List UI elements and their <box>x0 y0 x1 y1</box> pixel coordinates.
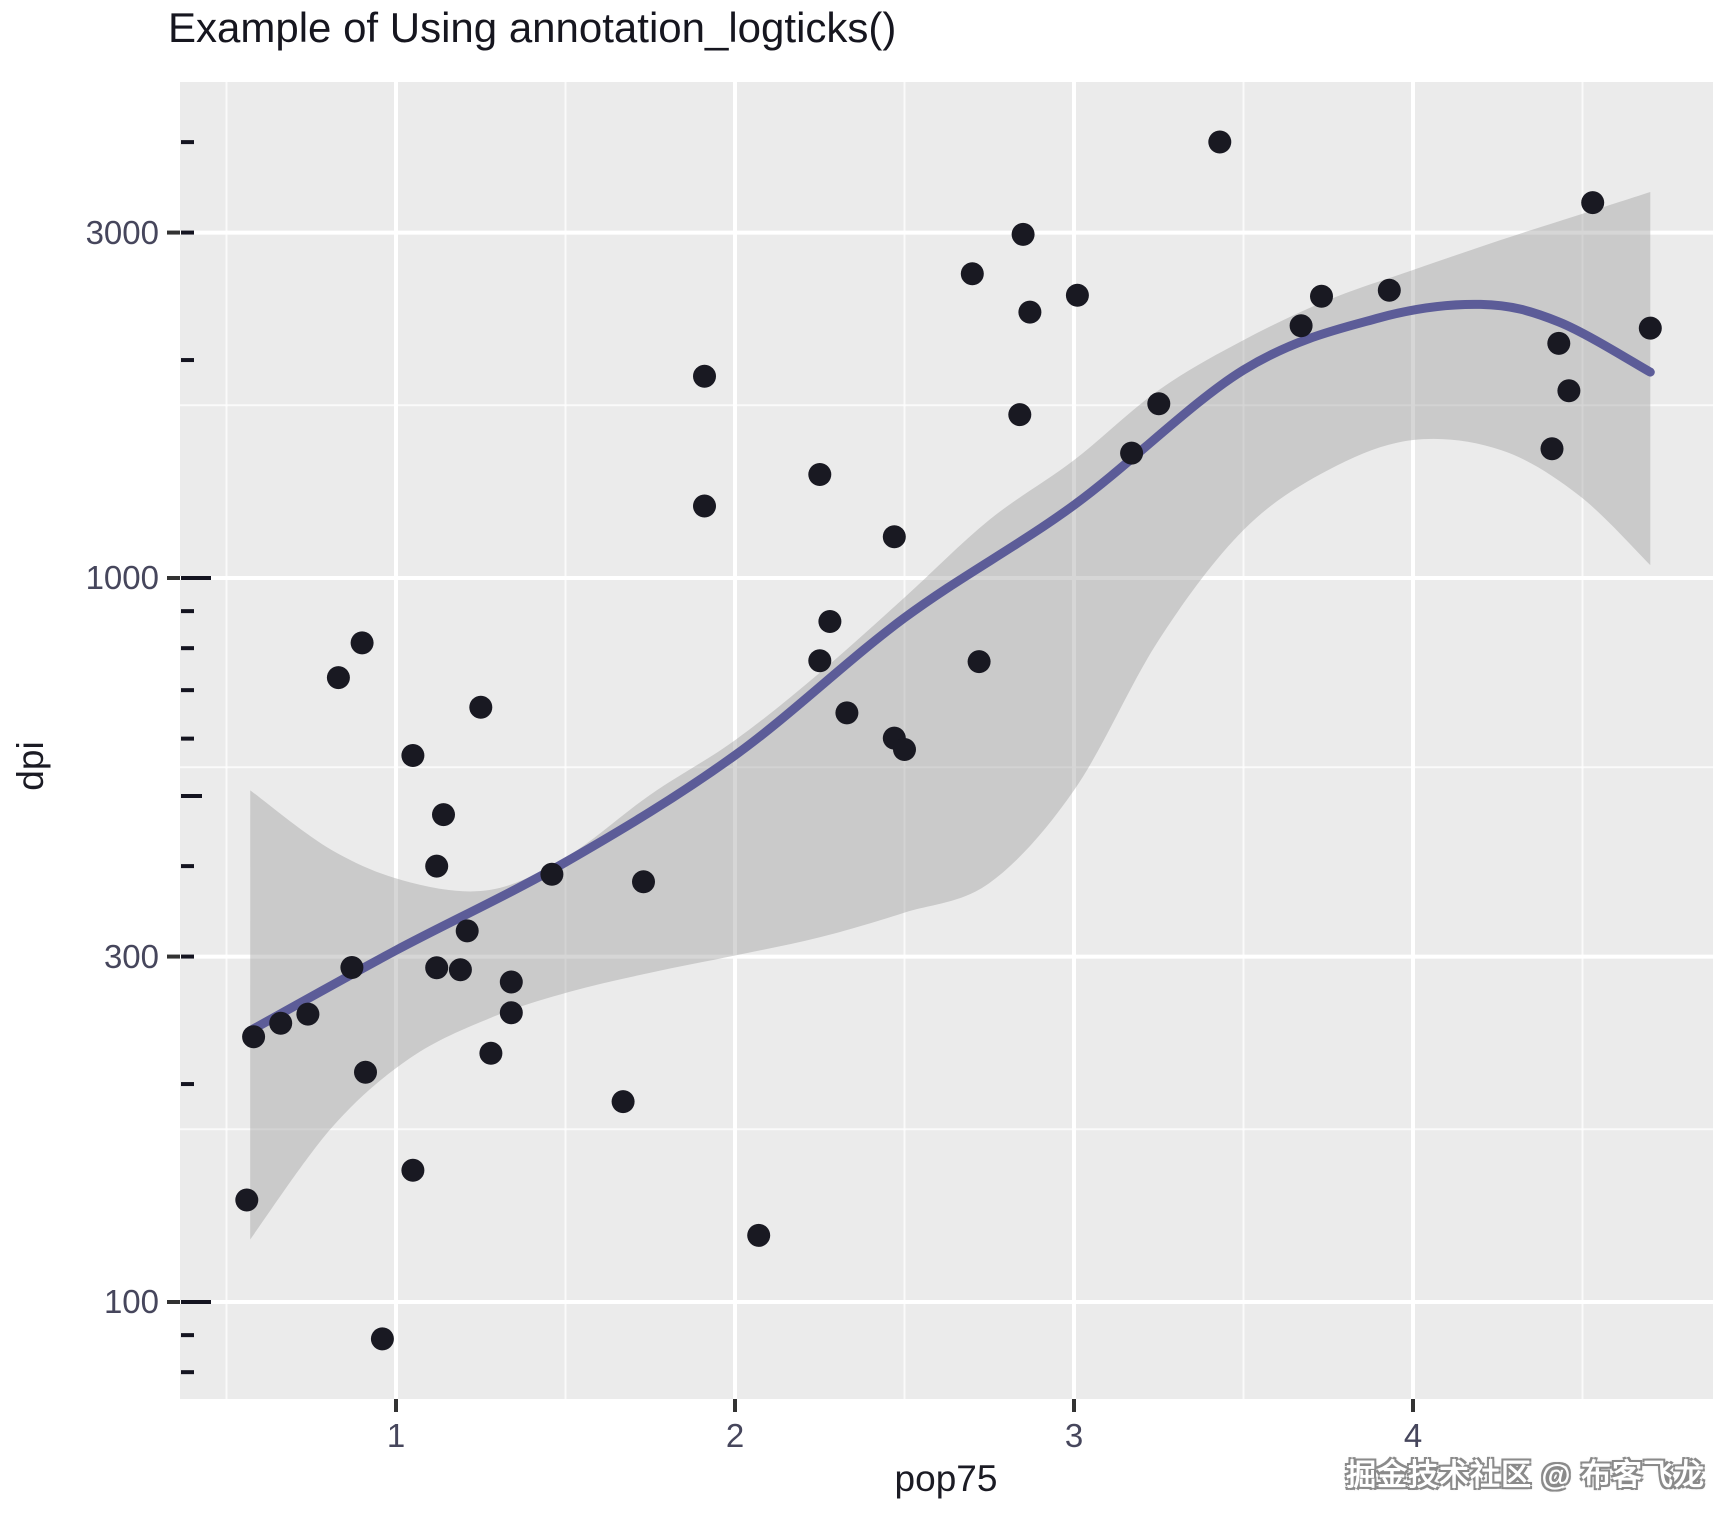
data-point <box>1018 300 1042 324</box>
data-point <box>818 610 842 633</box>
y-tick-label: 3000 <box>85 213 159 251</box>
data-point <box>370 1327 394 1351</box>
data-point <box>893 738 916 761</box>
data-point <box>1120 441 1144 465</box>
data-point <box>296 1002 320 1026</box>
x-tick-label: 4 <box>1403 1417 1423 1454</box>
data-point <box>1581 191 1605 215</box>
data-point <box>401 1158 425 1182</box>
data-point <box>455 919 479 943</box>
data-point <box>479 1041 503 1065</box>
data-point <box>808 649 832 673</box>
data-point <box>401 744 425 767</box>
data-point <box>1540 437 1564 461</box>
data-point <box>499 970 523 994</box>
data-point <box>632 870 655 894</box>
y-axis-title: dpi <box>10 741 51 791</box>
x-tick-label: 2 <box>725 1417 745 1454</box>
x-tick-label: 3 <box>1064 1417 1084 1454</box>
data-point <box>1065 283 1089 307</box>
data-point <box>432 803 455 827</box>
watermark-text: 掘金技术社区 @ 布客飞龙 <box>1346 1459 1705 1492</box>
data-point <box>1310 284 1333 308</box>
data-point <box>340 956 364 979</box>
data-point <box>540 862 564 886</box>
data-point <box>1208 130 1232 154</box>
x-tick-label: 1 <box>386 1417 406 1454</box>
data-point <box>269 1011 293 1035</box>
confidence-band <box>250 192 1651 1240</box>
y-tick-label: 300 <box>103 937 159 975</box>
data-point <box>425 956 449 980</box>
data-point <box>1638 316 1662 340</box>
data-point <box>1147 392 1171 416</box>
data-point <box>747 1223 771 1247</box>
data-point <box>354 1060 377 1084</box>
data-point <box>960 262 984 286</box>
data-point <box>611 1090 635 1114</box>
data-point <box>425 854 449 878</box>
data-point <box>1377 278 1401 302</box>
data-point <box>350 631 374 655</box>
data-point <box>1011 222 1035 246</box>
data-point <box>1547 331 1571 355</box>
data-point <box>448 958 472 982</box>
smooth-line <box>245 299 1655 1036</box>
data-point <box>469 695 493 719</box>
data-point <box>1557 379 1581 403</box>
data-point <box>693 494 716 518</box>
data-point <box>326 666 350 690</box>
data-point <box>499 1001 523 1025</box>
data-point <box>1289 314 1313 338</box>
x-axis-title: pop75 <box>894 1458 998 1499</box>
data-point <box>693 364 716 388</box>
chart-title: Example of Using annotation_logticks() <box>168 4 897 51</box>
data-point <box>882 525 906 549</box>
data-point <box>1008 403 1032 427</box>
data-point <box>835 701 859 725</box>
y-tick-label: 100 <box>103 1283 159 1320</box>
data-point <box>808 463 832 486</box>
data-point <box>235 1188 259 1212</box>
y-tick-label: 1000 <box>85 559 159 596</box>
data-point <box>967 650 991 674</box>
data-point <box>242 1025 266 1049</box>
